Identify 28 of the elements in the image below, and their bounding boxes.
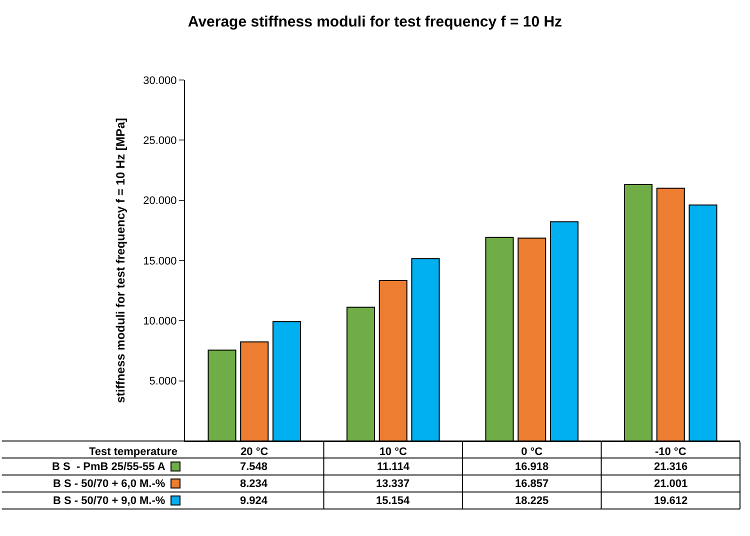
legend-label: B S - 50/70 + 6,0 M.-% bbox=[53, 478, 166, 490]
y-tick-label: 15.000 bbox=[143, 255, 177, 268]
y-tick-label: 5.000 bbox=[149, 376, 177, 388]
y-tick-label: 30.000 bbox=[143, 74, 177, 87]
legend-label: B S - PmB 25/55-55 A bbox=[52, 461, 166, 473]
data-label: 16.918 bbox=[515, 461, 549, 473]
data-label: 15.154 bbox=[376, 495, 411, 507]
y-axis-title: stiffness moduli for test frequency f = 10 Hz [MPa] bbox=[113, 118, 128, 404]
x-tick-label: 0 °C bbox=[521, 446, 543, 458]
x-tick-label: -10 °C bbox=[654, 446, 686, 458]
y-tick-label: 20.000 bbox=[143, 195, 177, 208]
data-label: 7.548 bbox=[240, 461, 268, 473]
y-tick-label: 25.000 bbox=[143, 135, 177, 148]
data-label: 16.857 bbox=[515, 478, 549, 490]
data-label: 19.612 bbox=[654, 495, 688, 507]
data-label: 9.924 bbox=[240, 495, 268, 507]
data-label: 13.337 bbox=[376, 478, 410, 490]
data-label: 8.234 bbox=[240, 478, 268, 490]
x-tick-label: 20 °C bbox=[240, 446, 268, 458]
data-label: 11.114 bbox=[377, 461, 410, 473]
legend-label: B S - 50/70 + 9,0 M.-% bbox=[53, 495, 166, 507]
chart-title: Average stiffness moduli for test frequency f = 10 Hz bbox=[188, 14, 562, 31]
data-label: 21.316 bbox=[654, 461, 688, 473]
data-label: 18.225 bbox=[515, 495, 549, 507]
y-tick-label: 10.000 bbox=[143, 316, 177, 328]
x-tick-label: 10 °C bbox=[379, 446, 407, 458]
x-axis-title: Test temperature bbox=[89, 446, 178, 458]
data-label: 21.001 bbox=[654, 478, 688, 490]
